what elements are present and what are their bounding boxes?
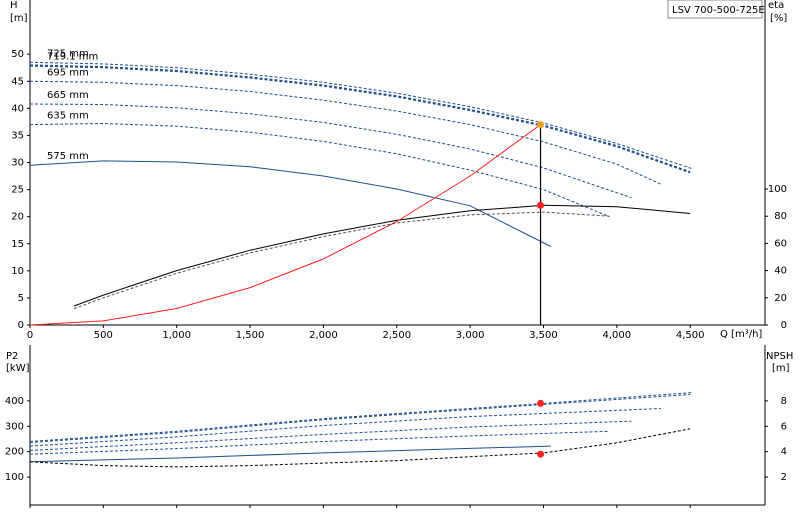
y2-tick-label: 0 <box>781 320 787 331</box>
curve-label: 665 mm <box>47 90 89 101</box>
y-tick-label: 0 <box>18 320 24 331</box>
y-tick-label: 400 <box>5 396 24 407</box>
x-tick-label: 4,000 <box>603 330 632 341</box>
y2-tick-label: 100 <box>768 184 787 195</box>
y2-tick-label: 20 <box>774 293 787 304</box>
y2-tick-label: 2 <box>781 472 787 483</box>
curve <box>29 408 661 447</box>
x-tick-label: 2,000 <box>309 330 338 341</box>
duty-point <box>537 121 545 129</box>
curve <box>29 124 541 326</box>
x-axis-label: Q [m³/h] <box>720 329 762 340</box>
y-tick-label: 200 <box>5 447 24 458</box>
y-tick-label: 10 <box>11 266 24 277</box>
curve <box>29 64 691 174</box>
y-tick-label: 25 <box>11 185 24 196</box>
y-axis-unit: [m] <box>10 13 28 24</box>
curve-label: 575 mm <box>47 151 89 162</box>
y-tick-label: 40 <box>11 103 24 114</box>
y2-tick-label: 4 <box>781 447 787 458</box>
title-box <box>667 0 763 19</box>
curve <box>29 420 632 451</box>
curve <box>29 80 662 185</box>
y-tick-label: 35 <box>11 130 24 141</box>
curve <box>29 61 694 170</box>
curve <box>29 394 691 443</box>
y2-axis-unit: [%] <box>770 13 787 24</box>
y-tick-label: 100 <box>5 472 24 483</box>
chart-title: LSV 700-500-725E <box>672 5 765 16</box>
x-tick-label: 1,500 <box>236 330 265 341</box>
y-tick-label: 20 <box>11 212 24 223</box>
curve <box>29 445 551 463</box>
x-tick-label: 0 <box>27 330 33 341</box>
y2-axis-label: NPSH <box>766 351 793 362</box>
curve <box>29 430 610 455</box>
curve-label: 719.1 mm <box>47 52 98 63</box>
x-tick-label: 1,000 <box>162 330 191 341</box>
curve-label: 725 mm <box>47 48 89 59</box>
curve <box>29 103 632 199</box>
x-tick-label: 2,500 <box>382 330 411 341</box>
y2-tick-label: 6 <box>781 421 787 432</box>
y-axis-label: H <box>10 0 18 11</box>
x-tick-label: 3,500 <box>529 330 558 341</box>
y-tick-label: 30 <box>11 158 24 169</box>
y-axis-label: P2 <box>6 351 18 362</box>
y2-tick-label: 80 <box>774 211 787 222</box>
duty-point <box>537 450 545 458</box>
y2-tick-label: 8 <box>781 396 787 407</box>
y2-tick-label: 60 <box>774 238 787 249</box>
curve <box>29 392 694 442</box>
x-tick-label: 4,500 <box>676 330 705 341</box>
curve-label: 695 mm <box>47 67 89 78</box>
y-tick-label: 5 <box>18 293 24 304</box>
y2-tick-label: 40 <box>774 266 787 277</box>
curve <box>29 160 552 247</box>
curve <box>73 211 610 310</box>
x-tick-label: 500 <box>94 330 113 341</box>
y-tick-label: 45 <box>11 76 24 87</box>
y-tick-label: 15 <box>11 239 24 250</box>
curve <box>29 122 610 218</box>
x-tick-label: 3,000 <box>456 330 485 341</box>
y-tick-label: 50 <box>11 49 24 60</box>
duty-point <box>537 399 545 407</box>
y-tick-label: 300 <box>5 421 24 432</box>
y2-axis-label: eta <box>768 0 784 11</box>
y-axis-unit: [kW] <box>6 363 30 374</box>
curve <box>73 204 691 307</box>
curve-label: 635 mm <box>47 111 89 122</box>
curve <box>29 428 691 468</box>
y2-axis-unit: [m] <box>772 363 790 374</box>
duty-point <box>537 201 545 209</box>
